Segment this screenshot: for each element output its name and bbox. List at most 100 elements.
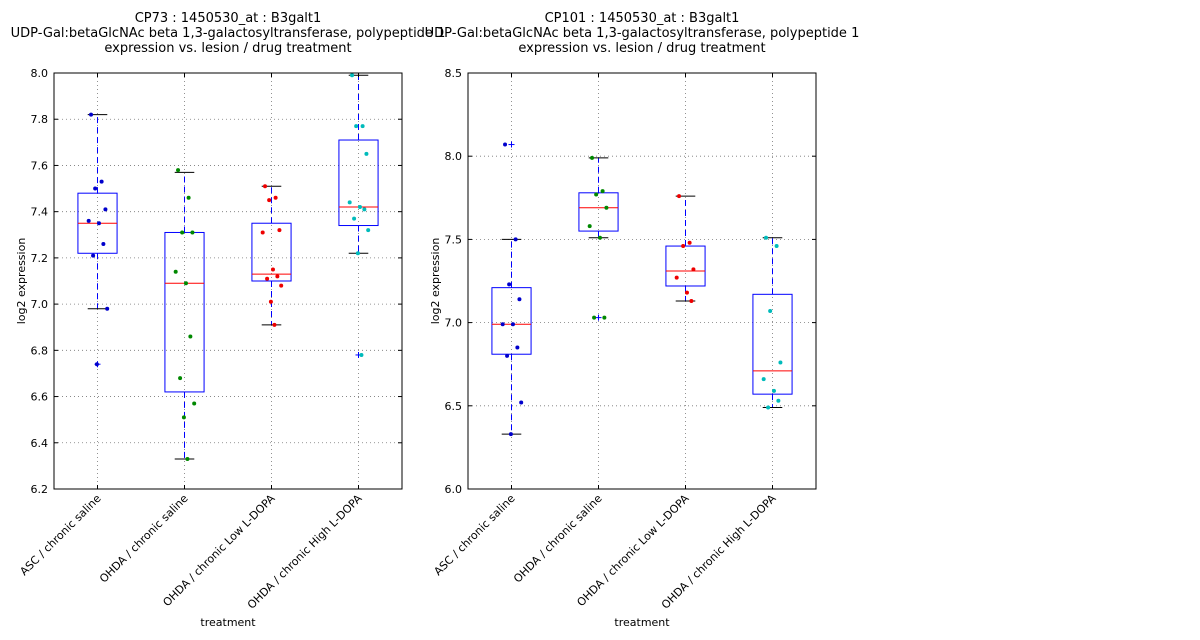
chart-title-line-1: CP101 : 1450530_at : B3galt1 [545, 11, 740, 26]
box [164, 231, 205, 393]
data-point [597, 235, 602, 240]
data-point [766, 405, 771, 410]
data-point [176, 168, 181, 173]
data-point [185, 456, 190, 461]
y-tick-label: 6.2 [31, 483, 49, 496]
x-tick-label: OHDA / chronic saline [511, 492, 605, 586]
y-tick-label: 7.0 [445, 317, 463, 330]
y-axis-label: log2 expression [15, 238, 28, 325]
data-point [94, 362, 99, 367]
data-point [277, 228, 282, 233]
data-point [272, 322, 277, 327]
box [578, 192, 619, 232]
y-tick-label: 6.6 [31, 391, 49, 404]
axes-frame [467, 72, 817, 490]
data-point [186, 195, 191, 200]
data-point [268, 299, 273, 304]
chart-title-line-3: expression vs. lesion / drug treatment [104, 41, 351, 56]
axes-frame [53, 72, 403, 490]
data-point [359, 352, 364, 357]
x-axis-label: treatment [200, 616, 256, 629]
data-point [592, 315, 597, 320]
data-point [677, 194, 682, 199]
data-point [513, 237, 518, 242]
data-point [360, 124, 365, 129]
chart-panel-cp73: CP73 : 1450530_at : B3galt1 UDP-Gal:beta… [11, 11, 446, 629]
data-point [768, 308, 773, 313]
data-point [590, 155, 595, 160]
data-point [689, 298, 694, 303]
box [752, 293, 793, 395]
data-point [517, 297, 522, 302]
data-point [188, 334, 193, 339]
data-point [279, 283, 284, 288]
data-point [190, 230, 195, 235]
data-point [357, 205, 362, 210]
chart-panel-cp101: CP101 : 1450530_at : B3galt1 UDP-Gal:bet… [425, 11, 860, 629]
y-tick-label: 7.6 [31, 159, 49, 172]
data-point [354, 124, 359, 129]
data-point [508, 432, 513, 437]
data-point [93, 186, 98, 191]
y-tick-label: 8.0 [31, 67, 49, 80]
y-tick-label: 6.0 [445, 483, 463, 496]
data-point [364, 151, 369, 156]
data-point [776, 398, 781, 403]
data-point [91, 253, 96, 258]
y-tick-label: 6.8 [31, 344, 49, 357]
data-point [505, 353, 510, 358]
data-point [684, 290, 689, 295]
y-tick-label: 7.4 [31, 206, 49, 219]
data-point [366, 228, 371, 233]
data-point [101, 242, 106, 247]
data-point [764, 235, 769, 240]
data-point [260, 230, 265, 235]
data-point [519, 400, 524, 405]
x-tick-label: ASC / chronic saline [431, 492, 517, 578]
y-tick-label: 6.5 [445, 400, 463, 413]
data-point [173, 269, 178, 274]
data-point [515, 345, 520, 350]
chart-title-line-2: UDP-Gal:betaGlcNAc beta 1,3-galactosyltr… [11, 26, 446, 41]
data-point [99, 179, 104, 184]
x-tick-label: OHDA / chronic saline [97, 492, 191, 586]
y-tick-label: 8.5 [445, 67, 463, 80]
data-point [687, 240, 692, 245]
data-point [192, 401, 197, 406]
x-tick-label: ASC / chronic saline [17, 492, 103, 578]
data-point [270, 267, 275, 272]
data-point [355, 251, 360, 256]
data-point [604, 205, 609, 210]
data-point [500, 322, 505, 327]
box [491, 287, 532, 355]
data-point [183, 281, 188, 286]
data-point [774, 244, 779, 249]
data-point [89, 112, 94, 117]
y-axis-label: log2 expression [429, 238, 442, 325]
x-axis-label: treatment [614, 616, 670, 629]
data-point [350, 73, 355, 78]
chart-title-line-3: expression vs. lesion / drug treatment [518, 41, 765, 56]
data-point [273, 195, 278, 200]
data-point [600, 189, 605, 194]
box [251, 222, 292, 282]
y-tick-label: 6.4 [31, 437, 49, 450]
data-point [362, 207, 367, 212]
y-tick-label: 8.0 [445, 150, 463, 163]
data-point [510, 322, 515, 327]
data-point [761, 377, 766, 382]
data-point [594, 192, 599, 197]
chart-title-line-1: CP73 : 1450530_at : B3galt1 [135, 11, 322, 26]
box [338, 139, 379, 227]
data-point [263, 184, 268, 189]
data-point [181, 415, 186, 420]
data-point [265, 276, 270, 281]
data-point [180, 230, 185, 235]
box [665, 245, 706, 287]
data-point [507, 282, 512, 287]
data-point [96, 221, 101, 226]
data-point [86, 218, 91, 223]
data-point [178, 376, 183, 381]
data-point [778, 360, 783, 365]
